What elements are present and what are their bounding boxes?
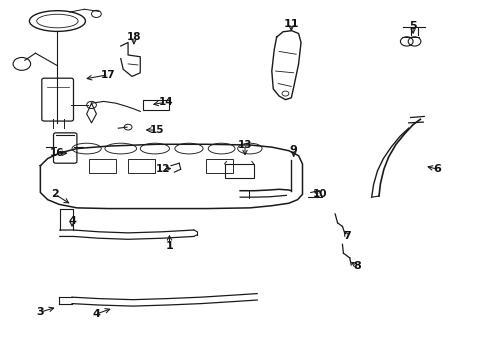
Text: 1: 1 [166,241,173,251]
Text: 13: 13 [238,140,252,150]
Bar [128,159,155,173]
Bar [206,159,233,173]
Bar [89,159,116,173]
Text: 10: 10 [313,189,328,199]
Text: 8: 8 [353,261,361,271]
Text: 3: 3 [37,307,44,317]
Text: 14: 14 [159,97,173,107]
Text: 12: 12 [156,163,171,174]
Text: 6: 6 [434,164,441,174]
Text: 4: 4 [68,216,76,226]
Bar [224,164,254,178]
Text: 5: 5 [409,21,417,31]
Text: 16: 16 [50,148,65,158]
Text: 2: 2 [51,189,59,199]
Text: 18: 18 [126,32,141,42]
Text: 11: 11 [284,18,299,28]
Bar [143,100,170,111]
Text: 7: 7 [343,231,351,242]
Text: 17: 17 [101,69,116,80]
Text: 15: 15 [150,125,165,135]
Text: 9: 9 [290,145,297,155]
Text: 4: 4 [93,309,100,319]
